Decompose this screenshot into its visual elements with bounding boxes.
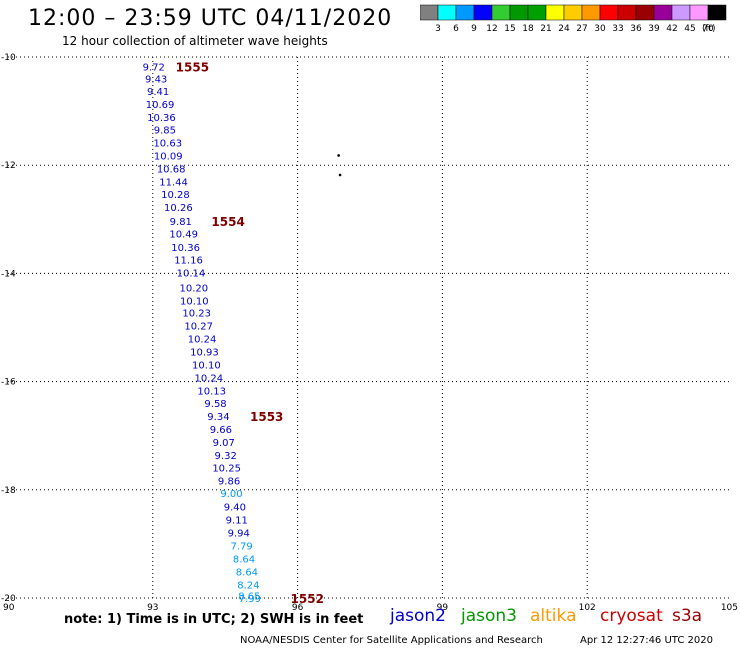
scale-label: 24 <box>558 24 570 34</box>
wave-height-label: 11.44 <box>159 177 188 188</box>
wave-height-label: 9.81 <box>170 217 192 228</box>
timestamp-text: Apr 12 12:27:46 UTC 2020 <box>580 635 713 646</box>
point-marker <box>338 173 342 177</box>
scale-label: 39 <box>648 24 660 34</box>
pass-number-label: 1552 <box>291 592 324 606</box>
wave-height-label: 9.43 <box>145 75 167 86</box>
x-tick-label: 96 <box>292 603 304 613</box>
scale-label: 18 <box>522 24 534 34</box>
point-marker <box>337 154 340 157</box>
y-tick-label: -20 <box>1 594 16 604</box>
scale-label: 21 <box>540 24 551 34</box>
wave-height-label: 9.41 <box>147 87 169 98</box>
wave-height-label: 9.32 <box>215 451 237 462</box>
pass-number-label: 1553 <box>250 410 283 424</box>
wave-height-label: 9.72 <box>143 63 165 74</box>
wave-height-label: 10.27 <box>184 321 213 332</box>
wave-height-label: 10.10 <box>192 360 221 371</box>
wave-height-label: 7.99 <box>239 594 261 605</box>
wave-height-label: 8.64 <box>233 555 255 566</box>
scale-label: 27 <box>576 24 587 34</box>
legend-altika: altika <box>530 606 577 626</box>
wave-height-label: 9.85 <box>154 125 176 136</box>
wave-height-label: 10.14 <box>177 268 206 279</box>
scale-label: 42 <box>666 24 677 34</box>
scale-label: 12 <box>486 24 497 34</box>
wave-height-label: 10.36 <box>147 113 176 124</box>
wave-height-label: 9.66 <box>210 425 232 436</box>
scale-label: 36 <box>630 24 642 34</box>
scale-label: 15 <box>504 24 515 34</box>
y-tick-label: -10 <box>1 53 16 63</box>
scale-swatch <box>707 4 727 21</box>
chart-title: 12:00 – 23:59 UTC 04/11/2020 <box>28 6 393 31</box>
scale-label: 6 <box>453 24 459 34</box>
wave-height-label: 10.49 <box>169 229 198 240</box>
wave-height-label: 10.25 <box>212 464 241 475</box>
wave-height-label: 10.28 <box>161 190 190 201</box>
wave-height-label: 9.58 <box>204 399 226 410</box>
credit-text: NOAA/NESDIS Center for Satellite Applica… <box>240 635 543 646</box>
wave-height-label: 10.24 <box>188 334 217 345</box>
scale-label: 30 <box>594 24 606 34</box>
x-tick-label: 90 <box>3 603 15 613</box>
x-tick-label: 99 <box>437 603 449 613</box>
chart-subtitle: 12 hour collection of altimeter wave hei… <box>62 34 328 48</box>
footer-note: note: 1) Time is in UTC; 2) SWH is in fe… <box>64 612 364 627</box>
y-tick-label: -16 <box>1 378 16 388</box>
scale-label: 3 <box>435 24 441 34</box>
scale-unit: (ft) <box>702 24 716 34</box>
wave-height-label: 10.26 <box>164 203 193 214</box>
wave-height-label: 9.00 <box>220 489 242 500</box>
wave-height-label: 10.23 <box>182 308 211 319</box>
scale-label: 33 <box>612 24 623 34</box>
x-tick-label: 102 <box>579 603 596 613</box>
y-tick-label: -14 <box>1 269 16 279</box>
scale-label: 9 <box>471 24 477 34</box>
x-tick-label: 105 <box>721 603 738 613</box>
wave-height-label: 10.68 <box>157 164 186 175</box>
wave-height-label: 10.69 <box>146 100 175 111</box>
wave-height-label: 10.13 <box>197 386 226 397</box>
wave-height-label: 8.64 <box>236 567 258 578</box>
scale-label: 70 <box>702 24 714 34</box>
wave-height-label: 9.07 <box>213 438 235 449</box>
pass-number-label: 1554 <box>211 215 244 229</box>
scale-label: 45 <box>684 24 695 34</box>
wave-height-label: 8.65 <box>238 591 260 602</box>
wave-height-label: 10.09 <box>154 151 183 162</box>
wave-height-label: 10.93 <box>190 347 219 358</box>
wave-height-label: 9.86 <box>218 477 240 488</box>
wave-height-label: 9.11 <box>226 516 248 527</box>
wave-height-label: 8.24 <box>237 580 259 591</box>
color-scale-legend: 3 6 9 12 15 18 21 24 27 30 33 36 39 42 45 70(ft) <box>420 4 727 34</box>
wave-height-label: 10.10 <box>180 296 209 307</box>
legend-jason2: jason2 <box>390 606 446 626</box>
pass-number-label: 1555 <box>176 61 209 75</box>
wave-height-label: 7.79 <box>230 542 252 553</box>
legend-jason3: jason3 <box>461 606 517 626</box>
wave-height-label: 10.63 <box>153 138 182 149</box>
x-tick-label: 93 <box>147 603 158 613</box>
wave-height-label: 10.24 <box>194 373 223 384</box>
wave-height-label: 9.94 <box>228 529 250 540</box>
wave-height-label: 9.40 <box>224 503 246 514</box>
legend-s3a: s3a <box>672 606 703 626</box>
legend-cryosat: cryosat <box>600 606 663 626</box>
wave-height-label: 10.36 <box>171 243 200 254</box>
y-tick-label: -12 <box>1 161 16 171</box>
y-tick-label: -18 <box>1 486 16 496</box>
wave-height-label: 10.20 <box>180 283 209 294</box>
wave-height-label: 11.16 <box>174 255 203 266</box>
wave-height-label: 9.34 <box>207 412 229 423</box>
